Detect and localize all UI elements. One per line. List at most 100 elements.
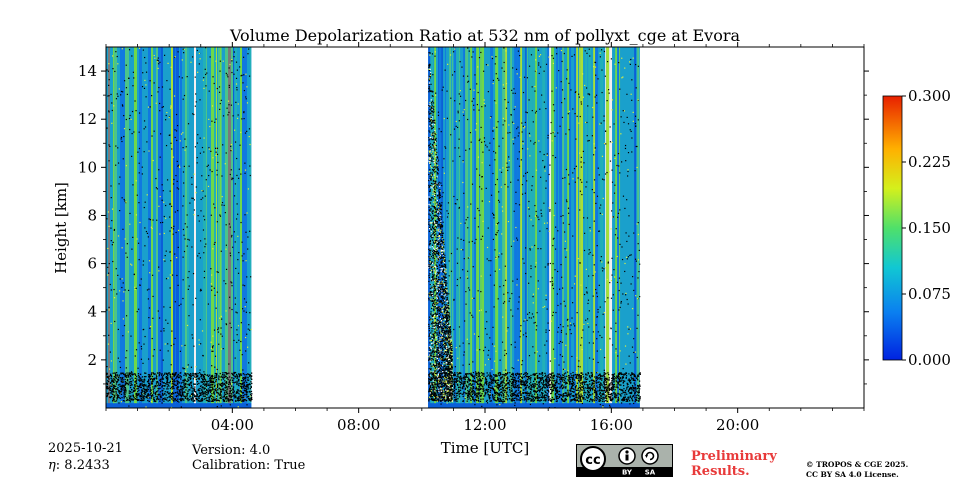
- noise-pixel: [579, 382, 582, 384]
- noise-pixel: [199, 290, 202, 292]
- noise-pixel: [568, 174, 570, 176]
- noise-pixel: [622, 76, 624, 78]
- noise-pixel: [156, 375, 158, 378]
- noise-pixel: [111, 244, 113, 246]
- noise-pixel: [506, 399, 509, 401]
- noise-pixel: [478, 56, 481, 59]
- noise-pixel: [198, 397, 200, 400]
- noise-pixel: [530, 392, 532, 394]
- noise-pixel: [484, 395, 486, 397]
- noise-pixel: [112, 372, 114, 374]
- noise-pixel: [166, 386, 169, 388]
- noise-pixel: [114, 376, 117, 379]
- noise-pixel: [175, 113, 178, 116]
- noise-pixel: [207, 400, 209, 402]
- noise-pixel: [571, 55, 573, 58]
- noise-pixel: [575, 138, 577, 140]
- noise-pixel: [138, 385, 140, 388]
- noise-pixel: [552, 311, 554, 313]
- noise-pixel: [559, 340, 562, 343]
- noise-pixel: [147, 393, 149, 395]
- noise-pixel: [474, 74, 476, 76]
- noise-pixel: [171, 393, 173, 396]
- noise-pixel: [173, 381, 175, 383]
- noise-pixel: [175, 377, 177, 379]
- noise-pixel: [467, 80, 470, 82]
- noise-pixel: [486, 321, 488, 323]
- noise-pixel: [549, 376, 551, 378]
- noise-pixel: [583, 217, 585, 219]
- noise-pixel: [184, 370, 187, 372]
- noise-pixel: [214, 389, 216, 391]
- noise-pixel: [213, 397, 215, 399]
- noise-pixel: [503, 70, 505, 73]
- noise-pixel: [582, 73, 584, 75]
- noise-pixel: [114, 400, 116, 402]
- noise-pixel: [436, 275, 438, 277]
- noise-pixel: [467, 216, 469, 219]
- noise-pixel: [455, 203, 457, 205]
- noise-pixel: [480, 380, 482, 382]
- noise-pixel: [494, 380, 496, 382]
- noise-pixel: [599, 212, 601, 214]
- noise-pixel: [539, 66, 542, 68]
- noise-pixel: [224, 393, 227, 396]
- noise-pixel: [196, 156, 198, 159]
- noise-pixel: [587, 140, 589, 142]
- noise-pixel: [515, 397, 517, 399]
- noise-pixel: [138, 376, 140, 379]
- noise-pixel: [579, 179, 582, 181]
- noise-pixel: [244, 380, 247, 382]
- noise-pixel: [240, 340, 242, 343]
- noise-pixel: [188, 165, 190, 167]
- noise-pixel: [528, 355, 531, 357]
- noise-pixel: [115, 268, 117, 270]
- noise-pixel: [248, 362, 250, 364]
- noise-pixel: [228, 363, 230, 365]
- noise-pixel: [210, 289, 213, 291]
- noise-pixel: [232, 395, 234, 397]
- noise-pixel: [629, 386, 632, 389]
- noise-pixel: [152, 295, 154, 298]
- noise-pixel: [537, 49, 540, 51]
- noise-pixel: [566, 201, 568, 203]
- noise-pixel: [487, 91, 489, 93]
- noise-pixel: [231, 234, 233, 237]
- noise-pixel: [537, 398, 539, 400]
- noise-pixel: [602, 406, 604, 408]
- noise-pixel: [517, 158, 519, 160]
- noise-pixel: [595, 379, 598, 381]
- noise-pixel: [155, 377, 157, 379]
- noise-pixel: [158, 388, 160, 390]
- noise-pixel: [589, 399, 591, 401]
- noise-pixel: [244, 376, 247, 378]
- noise-pixel: [226, 74, 228, 76]
- noise-pixel: [567, 379, 569, 381]
- noise-pixel: [469, 389, 472, 391]
- noise-pixel: [598, 393, 601, 395]
- noise-pixel: [107, 266, 109, 268]
- noise-pixel: [194, 383, 196, 385]
- noise-pixel: [148, 386, 150, 388]
- noise-pixel: [499, 286, 501, 288]
- noise-pixel: [493, 127, 495, 129]
- noise-pixel: [234, 397, 236, 399]
- noise-pixel: [538, 72, 540, 75]
- noise-pixel: [440, 204, 443, 206]
- noise-pixel: [473, 376, 475, 378]
- noise-pixel: [213, 287, 215, 289]
- noise-pixel: [513, 394, 515, 397]
- noise-pixel: [499, 169, 501, 171]
- noise-pixel: [510, 387, 513, 389]
- noise-pixel: [184, 379, 186, 382]
- noise-pixel: [131, 110, 134, 113]
- noise-pixel: [552, 287, 555, 290]
- noise-pixel: [225, 391, 228, 393]
- noise-pixel: [562, 287, 564, 289]
- noise-pixel: [479, 382, 481, 384]
- noise-pixel: [601, 69, 603, 71]
- noise-pixel: [150, 400, 152, 403]
- noise-pixel: [477, 383, 479, 386]
- noise-pixel: [485, 64, 488, 66]
- noise-pixel: [568, 129, 570, 131]
